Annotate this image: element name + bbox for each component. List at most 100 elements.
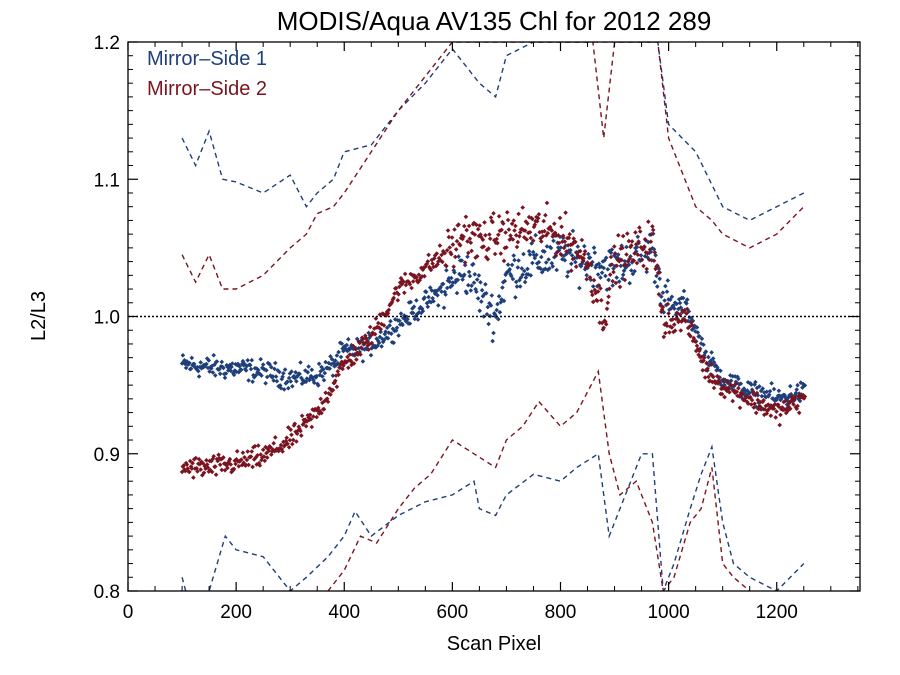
series-1-point: [228, 368, 233, 373]
series-1-point: [735, 374, 740, 380]
series-2-point: [264, 450, 269, 456]
series-1-point: [281, 387, 287, 392]
envelope-lines: [181, 42, 805, 591]
series-2-point: [715, 373, 720, 379]
series-1-point: [677, 300, 683, 306]
series-2-point: [222, 468, 228, 473]
series-2-point: [421, 265, 426, 270]
series-1-point: [267, 362, 272, 367]
series-2-point: [485, 256, 491, 262]
series-2-point: [652, 250, 658, 255]
series-2-point: [266, 448, 272, 454]
series-2-point: [414, 275, 419, 280]
series-1-point: [645, 255, 650, 260]
series-2-point: [211, 454, 216, 459]
series-1-point: [307, 377, 312, 383]
x-tick-label: 600: [437, 602, 469, 623]
series-2-point: [624, 252, 629, 257]
series-2-point: [514, 244, 520, 250]
series-1-point: [477, 308, 482, 314]
series-2-point: [367, 341, 372, 347]
series-1-point: [603, 273, 608, 279]
series-2-point: [367, 324, 373, 330]
series-2-point: [601, 325, 606, 331]
series-2-point: [440, 259, 445, 265]
series-1-point: [251, 372, 256, 378]
series-1-point: [595, 272, 601, 277]
series-2-point: [736, 385, 741, 391]
series-2-point: [232, 458, 238, 463]
series-2-point: [586, 262, 592, 268]
series-1-point: [197, 364, 203, 370]
series-2-point: [205, 465, 211, 470]
series-2-point: [579, 237, 585, 243]
series-1-point: [694, 325, 700, 330]
series-1-point: [502, 278, 508, 284]
series-2-point: [605, 300, 611, 306]
series-2-point: [369, 340, 375, 346]
series-1-point: [180, 353, 186, 358]
series-2-point: [468, 240, 474, 245]
series-1-point: [263, 381, 268, 386]
series-2-point: [325, 399, 331, 404]
series-2-point: [750, 389, 756, 394]
series-2-point: [184, 462, 190, 467]
series-1-point: [578, 264, 584, 269]
series-1-point: [767, 388, 773, 394]
series-2-point: [587, 275, 593, 280]
series-2-point: [482, 220, 487, 225]
series-1-point: [204, 361, 209, 367]
series-2-point: [472, 232, 478, 237]
series-1-point: [219, 359, 225, 365]
series-2-point: [504, 245, 509, 250]
series-2-point: [524, 237, 529, 242]
series-2-point: [425, 259, 431, 264]
series-2-point: [318, 396, 323, 402]
series-1-point: [195, 364, 200, 370]
series-1-point: [431, 298, 436, 304]
series-1-point: [481, 314, 486, 319]
series-1-point: [475, 296, 481, 301]
series-2-point: [333, 373, 339, 378]
series-1-point: [664, 289, 670, 294]
series-2-point: [791, 402, 796, 407]
series-2-point: [496, 232, 501, 238]
series-1-point: [425, 304, 431, 310]
series-2-point: [520, 205, 525, 210]
series-2-point: [707, 378, 713, 384]
series-2-point: [507, 237, 512, 242]
series-1-point: [304, 376, 310, 381]
series-1-point: [517, 284, 523, 289]
series-2-point: [623, 262, 628, 268]
series-1-point: [202, 364, 208, 369]
series-2-upper-line: [181, 42, 805, 290]
series-2-point: [433, 263, 439, 269]
series-1-point: [273, 374, 279, 379]
series-1-point: [672, 306, 677, 311]
series-1-point: [620, 272, 626, 278]
series-2-point: [773, 415, 778, 420]
series-2-point: [286, 425, 291, 430]
series-2-point: [672, 322, 677, 327]
series-2-point: [450, 242, 456, 247]
series-2-point: [563, 210, 568, 215]
series-1-point: [766, 392, 772, 397]
series-2-point: [236, 464, 242, 469]
series-1-point: [246, 378, 251, 383]
series-1-point: [584, 272, 589, 278]
series-1-point: [410, 306, 415, 311]
series-2-point: [422, 273, 427, 279]
y-tick-label: 1.2: [94, 33, 120, 54]
series-2-point: [749, 397, 755, 403]
series-2-point: [642, 244, 647, 249]
series-2-point: [664, 323, 670, 329]
series-2-point: [648, 239, 654, 244]
series-1-point: [384, 325, 390, 330]
series-2-point: [492, 251, 498, 257]
series-2-point: [616, 233, 621, 238]
series-1-point: [479, 299, 484, 304]
series-2-point: [729, 383, 735, 388]
series-1-point: [189, 355, 195, 361]
series-2-point: [727, 389, 732, 395]
series-2-point: [284, 435, 289, 441]
